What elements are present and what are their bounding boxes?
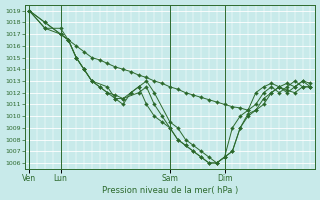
X-axis label: Pression niveau de la mer( hPa ): Pression niveau de la mer( hPa ) (102, 186, 238, 195)
